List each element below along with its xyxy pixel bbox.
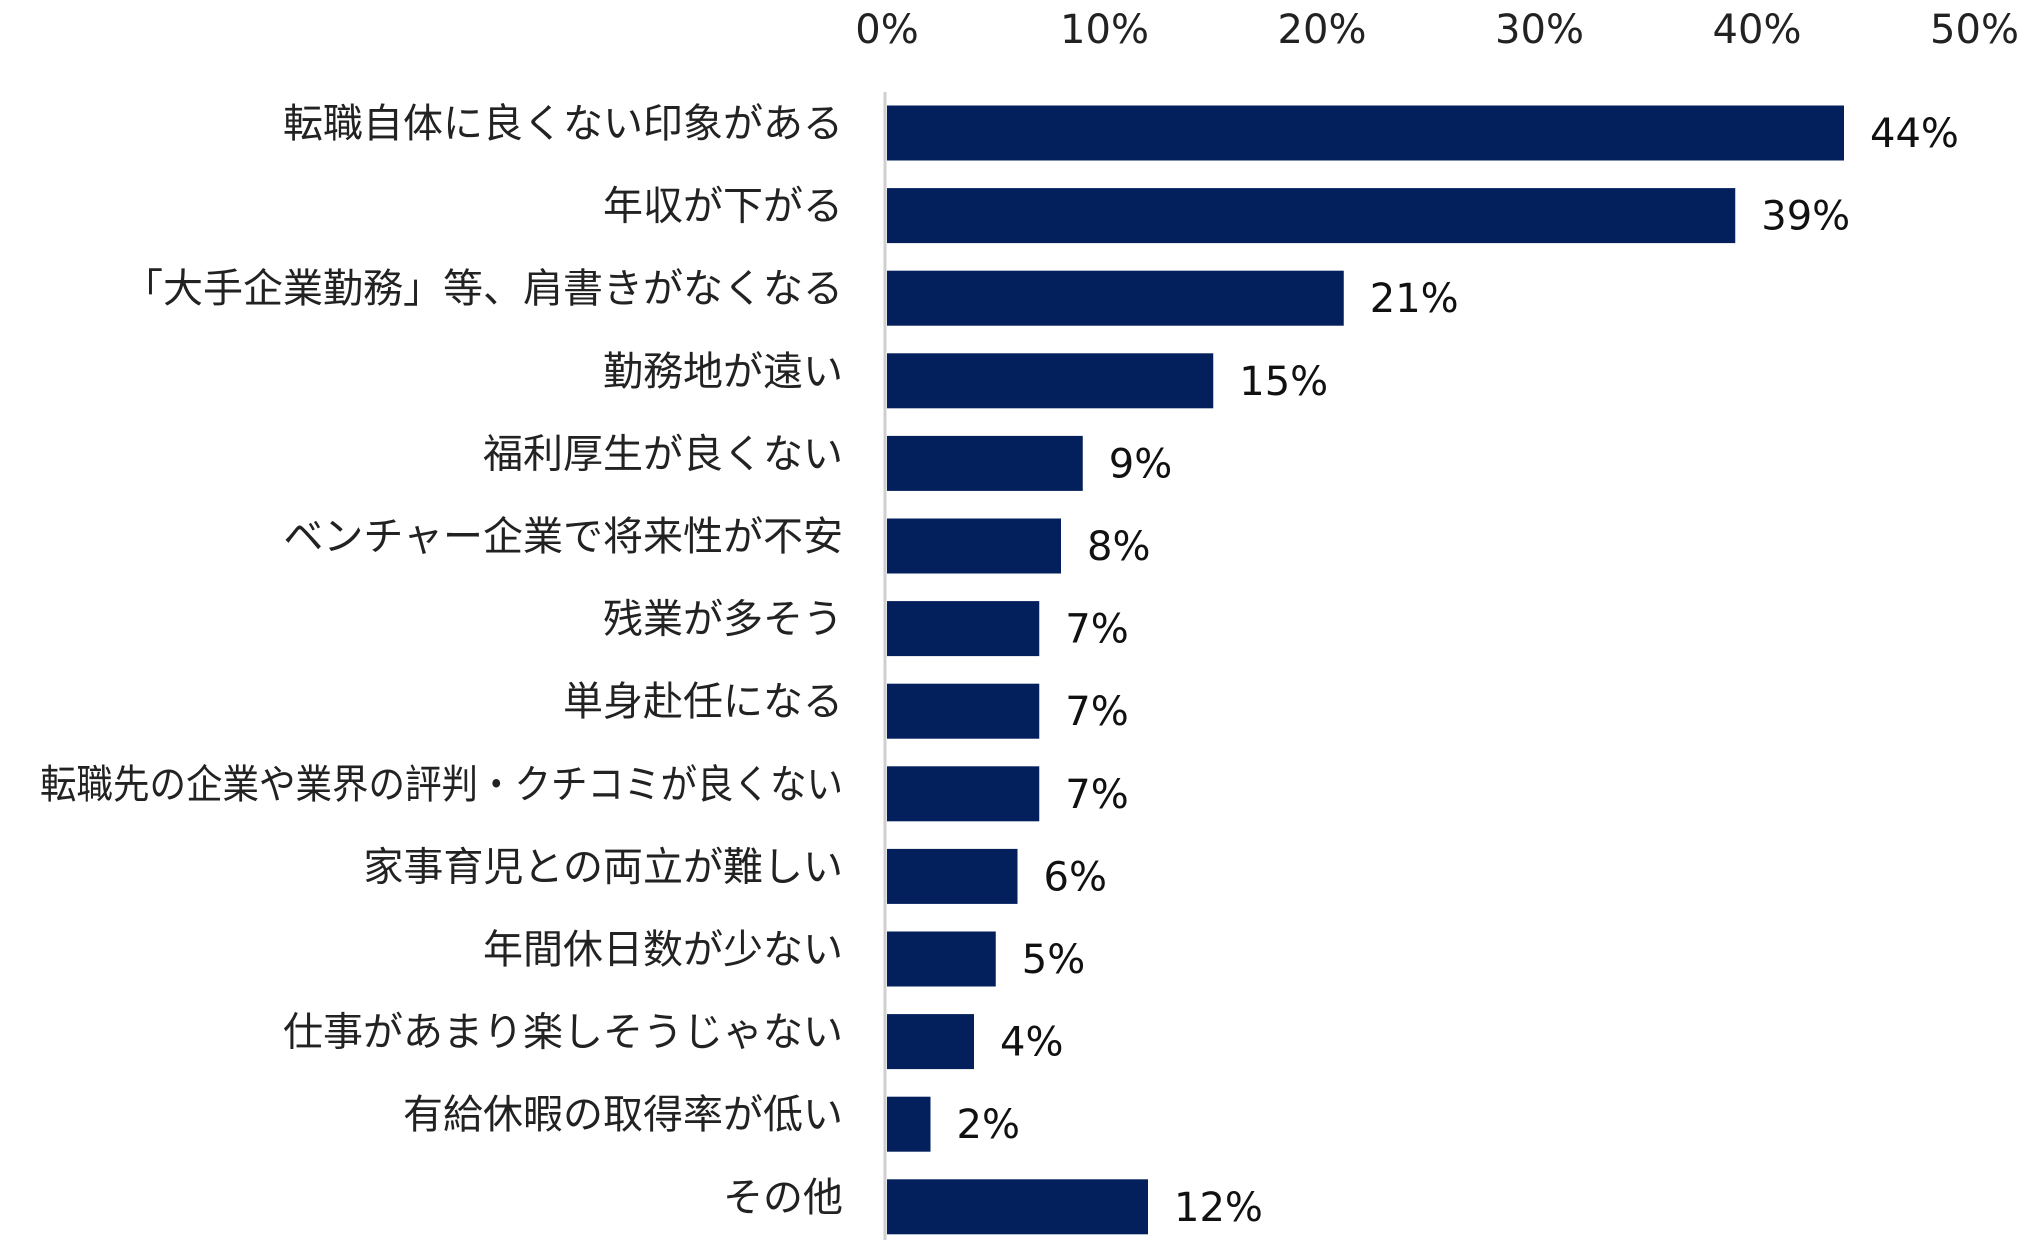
category-label: 残業が多そう [603,597,843,643]
bar [887,848,1018,904]
x-tick-label: 50% [1930,7,2019,53]
data-label: 4% [1000,1020,1063,1066]
data-label: 12% [1174,1185,1263,1231]
category-label: 「大手企業勤務」等、肩書きがなくなる [123,266,843,312]
category-label: 転職先の企業や業界の評判・クチコミが良くない [40,762,843,808]
category-label: 勤務地が遠い [603,349,843,395]
bar [887,270,1344,326]
data-label: 2% [957,1102,1020,1148]
bar [887,931,996,987]
data-label: 15% [1239,359,1328,405]
value-labels: 44% 39% 21% 15% 9% 8% 7% 7% 7% 6% 5% 4% 2% 12% [957,111,1959,1231]
category-label: 転職自体に良くない印象がある [283,101,843,147]
data-label: 7% [1065,607,1128,653]
x-tick-label: 0% [855,7,918,53]
data-label: 44% [1870,111,1959,157]
bar [887,188,1736,244]
bar [887,601,1040,657]
bar [887,518,1061,574]
bar [887,353,1214,409]
x-tick-label: 40% [1713,7,1802,53]
data-label: 6% [1044,854,1107,900]
category-label: ベンチャー企業で将来性が不安 [283,514,843,560]
data-label: 39% [1761,194,1850,240]
bar [887,1179,1148,1235]
category-label: 仕事があまり楽しそうじゃない [283,1010,843,1056]
data-label: 5% [1022,937,1085,983]
bar [887,1096,931,1152]
data-label: 7% [1065,689,1128,735]
bar [887,683,1040,739]
x-tick-label: 30% [1495,7,1584,53]
bar [887,766,1040,822]
x-tick-label: 10% [1060,7,1149,53]
category-label: 年収が下がる [603,184,843,230]
data-label: 8% [1087,524,1150,570]
category-label: 福利厚生が良くない [483,431,843,477]
data-label: 21% [1370,276,1459,322]
category-label: 年間休日数が少ない [483,927,843,973]
bar [887,105,1844,161]
category-label: その他 [723,1175,843,1221]
bar [887,1014,974,1070]
bars [887,105,1844,1235]
data-label: 9% [1109,441,1172,487]
category-label: 家事育児との両立が難しい [363,844,843,890]
x-tick-label: 20% [1278,7,1367,53]
category-labels: 転職自体に良くない印象がある年収が下がる「大手企業勤務」等、肩書きがなくなる勤務… [40,101,843,1221]
category-label: 単身赴任になる [563,679,843,725]
bar [887,435,1083,491]
x-axis-ticks: 0% 10% 20% 30% 40% 50% [855,7,2019,53]
category-label: 有給休暇の取得率が低い [403,1092,843,1138]
data-label: 7% [1065,772,1128,818]
